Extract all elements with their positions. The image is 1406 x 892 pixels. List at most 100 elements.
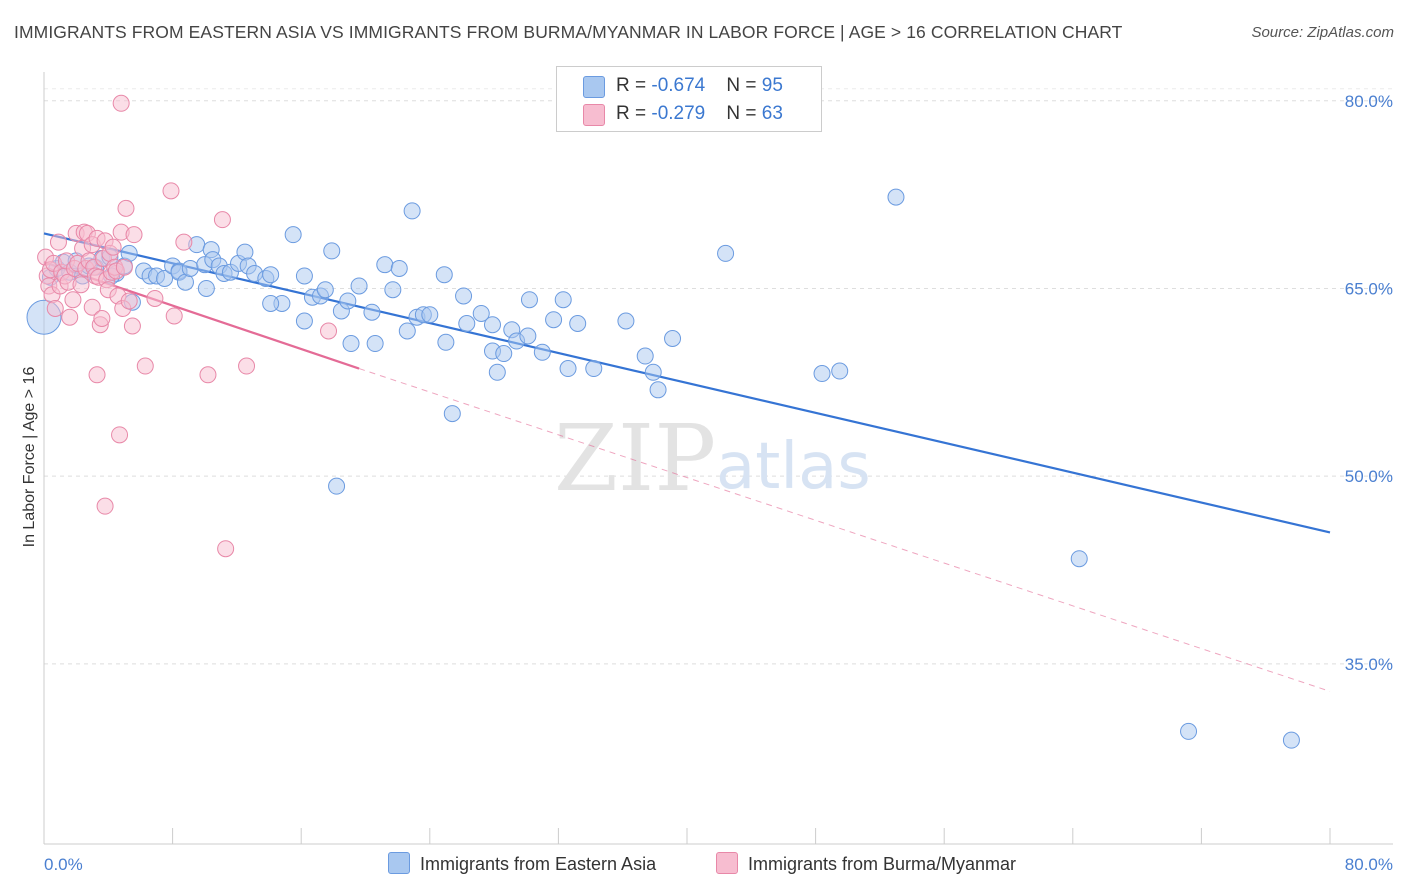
point-eastern-asia	[458, 314, 476, 332]
point-eastern-asia	[887, 188, 905, 206]
x-tick-label-max: 80.0%	[1345, 855, 1393, 874]
point-burma	[175, 233, 193, 251]
y-tick-label: 80.0%	[1345, 92, 1393, 111]
point-eastern-asia	[437, 333, 455, 351]
watermark: ZIP atlas	[554, 405, 871, 512]
point-burma	[93, 309, 111, 327]
point-burma	[320, 322, 338, 340]
y-tick-label: 50.0%	[1345, 467, 1393, 486]
point-burma	[61, 308, 79, 326]
point-eastern-asia	[472, 304, 490, 322]
point-burma	[112, 94, 130, 112]
trend-line-extension-1	[358, 368, 1331, 692]
point-eastern-asia	[398, 322, 416, 340]
point-eastern-asia	[813, 365, 831, 383]
point-burma	[213, 211, 231, 229]
legend-r-value: -0.674	[651, 75, 706, 96]
y-tick-label: 35.0%	[1345, 655, 1393, 674]
y-tick-labels: 35.0% 50.0% 65.0% 80.0%	[1345, 92, 1393, 674]
point-burma	[64, 291, 82, 309]
legend-swatch-eastern-asia	[583, 76, 605, 98]
point-eastern-asia	[1180, 722, 1198, 740]
watermark-zip: ZIP	[554, 405, 716, 512]
point-burma	[146, 289, 164, 307]
point-eastern-asia	[519, 327, 537, 345]
series-legend: Immigrants from Eastern Asia Immigrants …	[0, 850, 1406, 880]
correlation-legend: R = -0.674 N = 95 R = -0.279 N = 63	[556, 66, 822, 132]
point-eastern-asia	[569, 314, 587, 332]
point-eastern-asia	[1070, 550, 1088, 568]
point-eastern-asia	[483, 316, 501, 334]
point-eastern-asia	[664, 330, 682, 348]
x-ticks	[172, 828, 1331, 844]
point-eastern-asia	[156, 269, 174, 287]
legend-row-burma: R = -0.279 N = 63	[557, 101, 821, 129]
point-eastern-asia	[443, 405, 461, 423]
point-eastern-asia	[390, 259, 408, 277]
point-eastern-asia	[644, 363, 662, 381]
point-eastern-asia	[181, 259, 199, 277]
point-burma	[136, 357, 154, 375]
point-burma	[104, 238, 122, 256]
point-burma	[115, 258, 133, 276]
series-label-burma: Immigrants from Burma/Myanmar	[748, 854, 1017, 874]
legend-n-label: N =	[726, 75, 762, 96]
point-eastern-asia	[559, 360, 577, 378]
point-burma	[88, 366, 106, 384]
point-burma	[162, 182, 180, 200]
point-burma	[117, 199, 135, 217]
series-legend-burma[interactable]: Immigrants from Burma/Myanmar	[716, 852, 1016, 875]
point-burma	[125, 226, 143, 244]
point-eastern-asia	[520, 291, 538, 309]
y-axis-title: In Labor Force | Age > 16	[21, 367, 38, 548]
point-eastern-asia	[284, 226, 302, 244]
series-label-eastern-asia: Immigrants from Eastern Asia	[420, 854, 657, 874]
point-burma	[238, 357, 256, 375]
point-eastern-asia	[585, 360, 603, 378]
point-burma	[199, 366, 217, 384]
point-burma	[111, 426, 129, 444]
legend-r-value: -0.279	[651, 103, 706, 124]
legend-n-value: 95	[761, 75, 783, 96]
point-eastern-asia	[342, 335, 360, 353]
point-eastern-asia	[831, 362, 849, 380]
point-burma	[72, 276, 90, 294]
point-burma	[49, 233, 67, 251]
watermark-atlas: atlas	[716, 430, 871, 504]
series-legend-eastern-asia[interactable]: Immigrants from Eastern Asia	[388, 852, 656, 875]
point-eastern-asia	[554, 291, 572, 309]
point-eastern-asia	[262, 266, 280, 284]
legend-n-value: 63	[761, 103, 783, 124]
legend-r-label: R =	[616, 75, 652, 96]
trend-line-0	[43, 232, 1331, 534]
point-eastern-asia	[533, 343, 551, 361]
point-eastern-asia	[262, 294, 280, 312]
point-eastern-asia	[649, 381, 667, 399]
point-eastern-asia	[366, 335, 384, 353]
point-eastern-asia	[421, 306, 439, 324]
legend-swatch-burma	[583, 104, 605, 126]
point-eastern-asia	[295, 267, 313, 285]
series-swatch-eastern-asia	[388, 852, 410, 874]
point-eastern-asia	[339, 292, 357, 310]
point-eastern-asia	[363, 303, 381, 321]
legend-r-label: R =	[616, 103, 652, 124]
point-eastern-asia	[1282, 731, 1300, 749]
point-eastern-asia	[376, 256, 394, 274]
point-burma	[46, 299, 64, 317]
point-burma	[217, 540, 235, 558]
legend-text-eastern-asia: R = -0.674 N = 95	[616, 75, 783, 97]
point-eastern-asia	[197, 279, 215, 297]
point-eastern-asia	[717, 244, 735, 262]
point-burma	[83, 298, 101, 316]
point-burma	[165, 307, 183, 325]
legend-n-label: N =	[726, 103, 762, 124]
point-eastern-asia	[323, 242, 341, 260]
point-eastern-asia	[350, 277, 368, 295]
point-burma	[123, 317, 141, 335]
legend-text-burma: R = -0.279 N = 63	[616, 103, 783, 125]
point-eastern-asia	[435, 266, 453, 284]
point-eastern-asia	[328, 477, 346, 495]
point-eastern-asia	[545, 311, 563, 329]
